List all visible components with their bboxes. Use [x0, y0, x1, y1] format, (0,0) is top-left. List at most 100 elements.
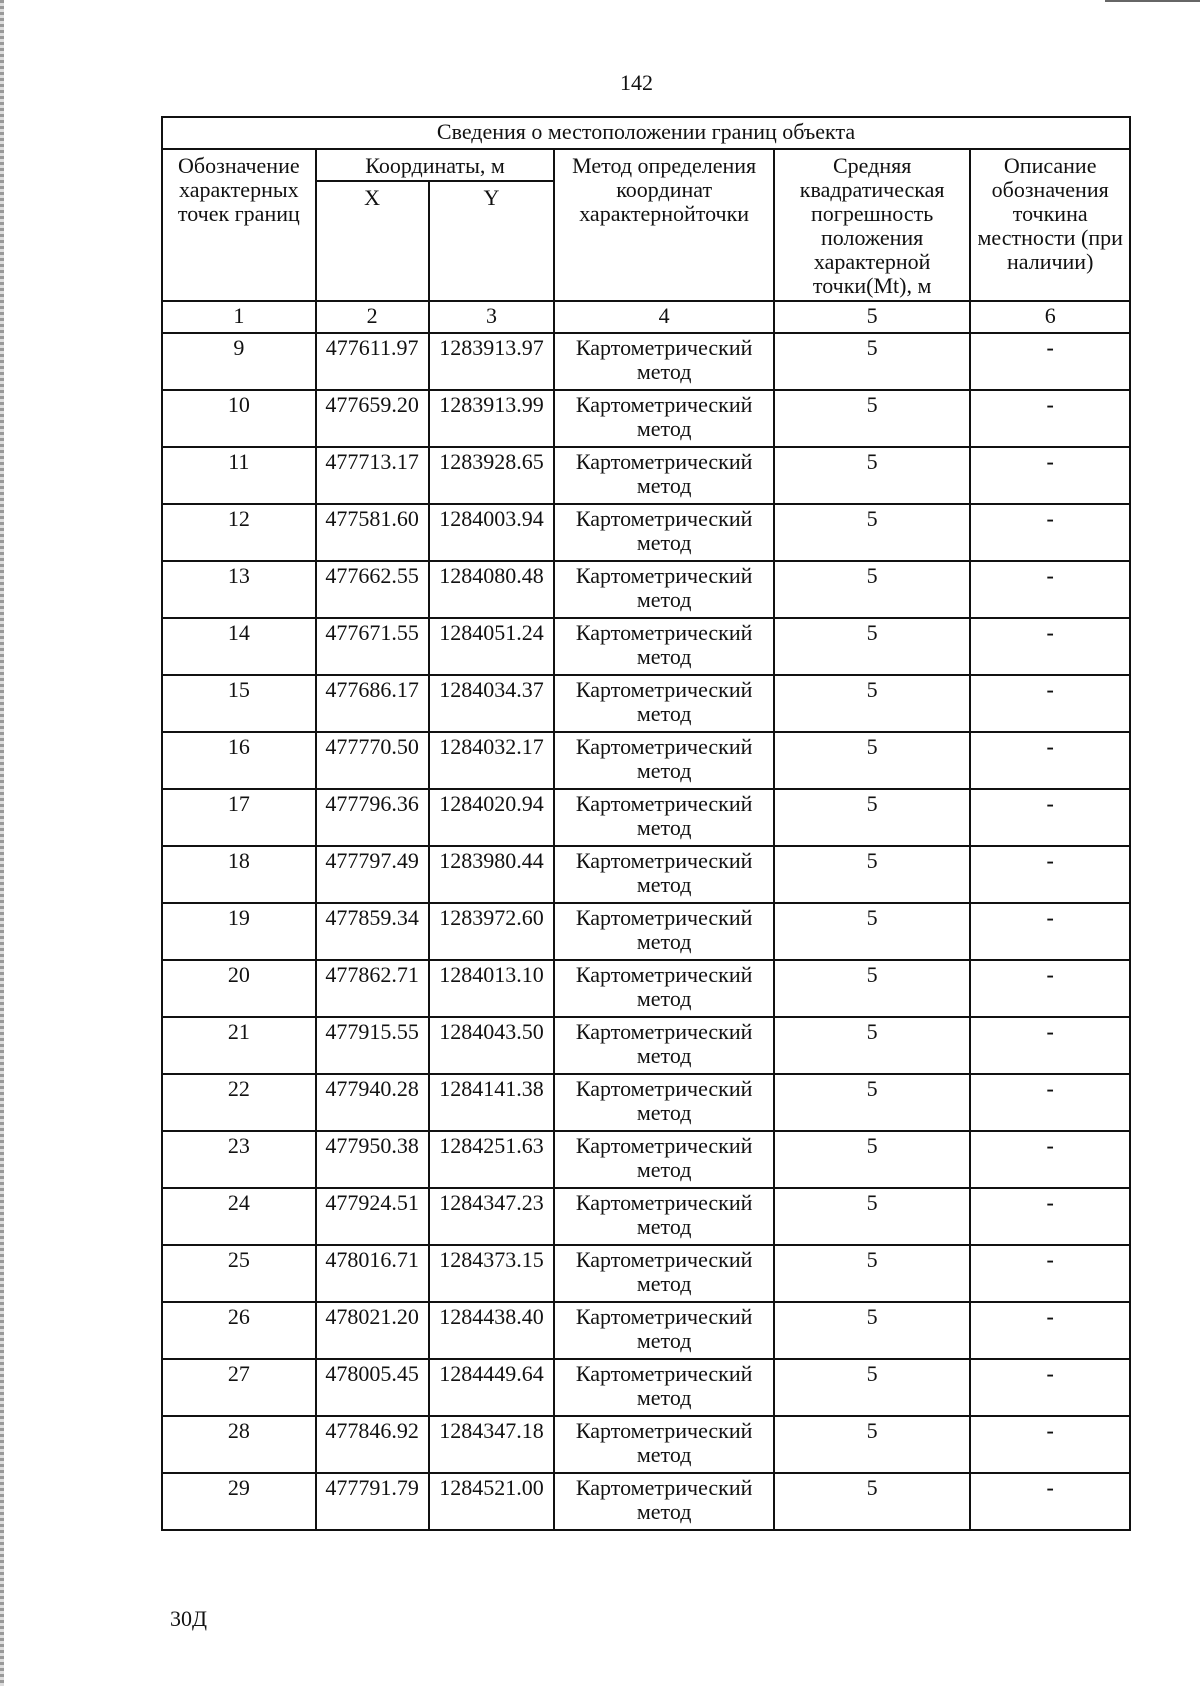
table-row: 16 477770.50 1284032.17 Картометрический ме…: [161, 731, 1131, 790]
table-row: 14 477671.55 1284051.24 Картометрический ме…: [161, 617, 1131, 676]
method: Картометрический метод: [553, 788, 775, 847]
coord-x: 477686.17: [314, 674, 430, 733]
table-row: 18 477797.49 1283980.44 Картометрический ме…: [161, 845, 1131, 904]
column-number: 2: [314, 300, 430, 334]
header-description: Описание обозначения точкина местности (…: [969, 148, 1131, 302]
point-number: 20: [161, 959, 317, 1018]
method: Картометрический метод: [553, 1187, 775, 1246]
description: -: [969, 617, 1131, 676]
point-number: 14: [161, 617, 317, 676]
coord-y: 1283913.99: [427, 389, 556, 448]
coord-y: 1283928.65: [427, 446, 556, 505]
error-value: 5: [772, 1016, 972, 1075]
coord-x: 477796.36: [314, 788, 430, 847]
method: Картометрический метод: [553, 1358, 775, 1417]
coord-y: 1284020.94: [427, 788, 556, 847]
coord-y: 1283913.97: [427, 332, 556, 391]
coord-x: 478005.45: [314, 1358, 430, 1417]
coord-x: 477915.55: [314, 1016, 430, 1075]
point-number: 18: [161, 845, 317, 904]
boundary-points-table: Сведения о местоположении границ объекта…: [161, 116, 1131, 1531]
coord-x: 477671.55: [314, 617, 430, 676]
table-row: 27 478005.45 1284449.64 Картометрический ме…: [161, 1358, 1131, 1417]
point-number: 25: [161, 1244, 317, 1303]
point-number: 23: [161, 1130, 317, 1189]
error-value: 5: [772, 1187, 972, 1246]
table-row: 22 477940.28 1284141.38 Картометрический ме…: [161, 1073, 1131, 1132]
description: -: [969, 1187, 1131, 1246]
description: -: [969, 1358, 1131, 1417]
header-method: Метод определения координат характернойт…: [553, 148, 775, 302]
table-title: Сведения о местоположении границ объекта: [161, 116, 1131, 150]
description: -: [969, 1073, 1131, 1132]
error-value: 5: [772, 788, 972, 847]
description: -: [969, 446, 1131, 505]
method: Картометрический метод: [553, 1016, 775, 1075]
description: -: [969, 503, 1131, 562]
coord-x: 478021.20: [314, 1301, 430, 1360]
table-row: 29 477791.79 1284521.00 Картометрический ме…: [161, 1472, 1131, 1531]
point-number: 21: [161, 1016, 317, 1075]
point-number: 28: [161, 1415, 317, 1474]
description: -: [969, 1244, 1131, 1303]
point-number: 26: [161, 1301, 317, 1360]
method: Картометрический метод: [553, 1301, 775, 1360]
coord-x: 477662.55: [314, 560, 430, 619]
table-row: 13 477662.55 1284080.48 Картометрический ме…: [161, 560, 1131, 619]
point-number: 15: [161, 674, 317, 733]
method: Картометрический метод: [553, 1130, 775, 1189]
coord-x: 477791.79: [314, 1472, 430, 1531]
error-value: 5: [772, 389, 972, 448]
point-number: 16: [161, 731, 317, 790]
coord-y: 1284347.18: [427, 1415, 556, 1474]
method: Картометрический метод: [553, 845, 775, 904]
header-x: X: [314, 180, 430, 302]
coord-y: 1284373.15: [427, 1244, 556, 1303]
method: Картометрический метод: [553, 503, 775, 562]
point-number: 12: [161, 503, 317, 562]
description: -: [969, 1415, 1131, 1474]
coord-x: 477859.34: [314, 902, 430, 961]
error-value: 5: [772, 1415, 972, 1474]
coord-x: 477770.50: [314, 731, 430, 790]
description: -: [969, 560, 1131, 619]
coord-x: 477950.38: [314, 1130, 430, 1189]
column-number: 5: [772, 300, 972, 334]
table-row: 25 478016.71 1284373.15 Картометрический ме…: [161, 1244, 1131, 1303]
coord-y: 1284003.94: [427, 503, 556, 562]
coord-x: 478016.71: [314, 1244, 430, 1303]
header-point-designation: Обозначение характерных точек границ: [161, 148, 317, 302]
table-row: 19 477859.34 1283972.60 Картометрический ме…: [161, 902, 1131, 961]
description: -: [969, 332, 1131, 391]
description: -: [969, 959, 1131, 1018]
point-number: 13: [161, 560, 317, 619]
error-value: 5: [772, 674, 972, 733]
coord-x: 477797.49: [314, 845, 430, 904]
description: -: [969, 674, 1131, 733]
method: Картометрический метод: [553, 617, 775, 676]
error-value: 5: [772, 845, 972, 904]
coord-y: 1283972.60: [427, 902, 556, 961]
point-number: 22: [161, 1073, 317, 1132]
scan-edge: [0, 0, 4, 1686]
coord-y: 1284080.48: [427, 560, 556, 619]
point-number: 24: [161, 1187, 317, 1246]
point-number: 10: [161, 389, 317, 448]
table-row: 15 477686.17 1284034.37 Картометрический ме…: [161, 674, 1131, 733]
method: Картометрический метод: [553, 560, 775, 619]
error-value: 5: [772, 1073, 972, 1132]
coord-y: 1283980.44: [427, 845, 556, 904]
coord-y: 1284449.64: [427, 1358, 556, 1417]
coord-y: 1284521.00: [427, 1472, 556, 1531]
error-value: 5: [772, 560, 972, 619]
scan-mark: [1105, 0, 1200, 2]
point-number: 29: [161, 1472, 317, 1531]
coord-x: 477611.97: [314, 332, 430, 391]
coord-y: 1284043.50: [427, 1016, 556, 1075]
table-row: 12 477581.60 1284003.94 Картометрический ме…: [161, 503, 1131, 562]
method: Картометрический метод: [553, 1244, 775, 1303]
method: Картометрический метод: [553, 1415, 775, 1474]
column-number: 3: [427, 300, 556, 334]
method: Картометрический метод: [553, 446, 775, 505]
error-value: 5: [772, 902, 972, 961]
